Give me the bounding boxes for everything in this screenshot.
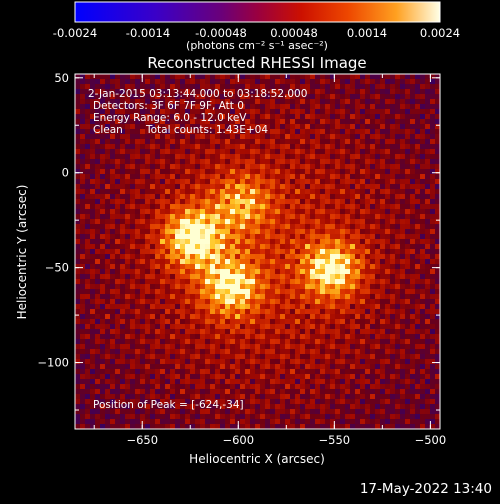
x-axis-label: Heliocentric X (arcsec) [189,452,325,466]
x-tick-label: −650 [126,433,158,447]
y-tick-label: 50 [54,71,69,85]
colorbar-unit-label: (photons cm⁻² s⁻¹ asec⁻²) [186,39,328,52]
time-range-text: 2-Jan-2015 03:13:44.000 to 03:18:52.000 [88,88,307,100]
colorbar-tick-label: -0.0024 [53,26,97,40]
x-tick-label: −600 [222,433,254,447]
y-tick-label: −100 [37,356,69,370]
y-tick-label: 0 [62,166,69,180]
peak-position-text: Position of Peak = [-624,-34] [93,399,244,411]
colorbar-tick-label: -0.0014 [126,26,170,40]
chart-title: Reconstructed RHESSI Image [147,54,366,72]
y-tick-label: −50 [45,261,69,275]
y-axis-label: Heliocentric Y (arcsec) [15,185,29,320]
colorbar-tick-labels: -0.0024 -0.0014 -0.00048 0.00048 0.0014 0.002… [53,26,460,40]
x-tick-label: −500 [415,433,447,447]
colorbar-tick-label: 0.0024 [420,26,460,40]
colorbar [75,2,440,22]
clean-text: Clean [93,124,123,136]
energy-range-text: Energy Range: 6.0 - 12.0 keV [93,112,247,124]
colorbar-tick-label: -0.00048 [195,26,247,40]
colorbar-tick-label: 0.00048 [270,26,318,40]
total-counts-text: Total counts: 1.43E+04 [145,124,268,136]
colorbar-tick-label: 0.0014 [347,26,387,40]
detectors-text: Detectors: 3F 6F 7F 9F, Att 0 [93,100,244,112]
x-tick-label: −550 [319,433,351,447]
timestamp: 17-May-2022 13:40 [360,481,492,497]
